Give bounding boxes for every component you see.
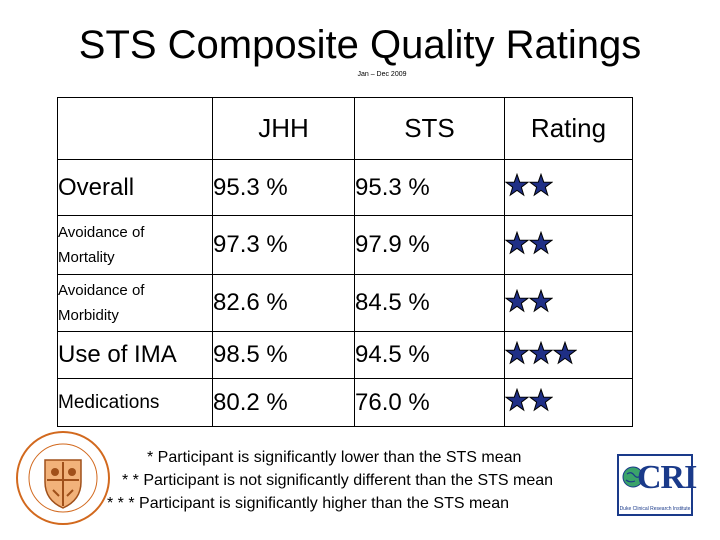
star-icon xyxy=(553,340,577,364)
globe-icon xyxy=(622,466,644,488)
star-rating xyxy=(505,230,553,255)
star-icon xyxy=(529,173,553,197)
jhh-value: 82.6 % xyxy=(212,274,355,332)
table-row: Avoidance of Mortality 97.3 % 97.9 % xyxy=(57,215,633,275)
star-rating xyxy=(505,288,553,313)
row-label: Avoidance of Mortality xyxy=(57,215,213,275)
header-rating: Rating xyxy=(504,97,633,160)
rating-cell xyxy=(504,378,633,427)
legend-three-star: * * * Participant is significantly highe… xyxy=(107,495,509,512)
rating-cell xyxy=(504,159,633,216)
ratings-table: JHH STS Rating Overall 95.3 % 95.3 % Avo… xyxy=(57,97,633,427)
header-sts: STS xyxy=(354,97,505,160)
star-icon xyxy=(505,173,529,197)
legend-one-star: * Participant is significantly lower tha… xyxy=(147,449,522,466)
star-icon xyxy=(529,388,553,412)
header-jhh: JHH xyxy=(212,97,355,160)
row-label: Use of IMA xyxy=(57,331,213,379)
sts-value: 97.9 % xyxy=(354,215,505,275)
row-label: Avoidance of Morbidity xyxy=(57,274,213,332)
legend-two-star: * * Participant is not significantly dif… xyxy=(122,472,554,489)
date-range-subtitle: Jan – Dec 2009 xyxy=(357,71,407,78)
star-icon xyxy=(505,388,529,412)
row-label-line2: Morbidity xyxy=(58,307,119,324)
star-icon xyxy=(505,230,529,254)
society-seal-logo xyxy=(16,431,110,525)
row-label-text: Use of IMA xyxy=(58,341,177,368)
rating-cell xyxy=(504,274,633,332)
row-label-line1: Avoidance of xyxy=(58,282,145,299)
jhh-value: 97.3 % xyxy=(212,215,355,275)
row-label: Overall xyxy=(57,159,213,216)
jhh-value: 98.5 % xyxy=(212,331,355,379)
star-icon xyxy=(529,340,553,364)
row-label-line1: Avoidance of xyxy=(58,224,145,241)
rating-cell xyxy=(504,331,633,379)
page-title: STS Composite Quality Ratings xyxy=(78,23,642,67)
rating-cell xyxy=(504,215,633,275)
row-label-line2: Mortality xyxy=(58,249,115,266)
table-row: Use of IMA 98.5 % 94.5 % xyxy=(57,331,633,379)
sts-value: 84.5 % xyxy=(354,274,505,332)
star-icon xyxy=(505,288,529,312)
row-label: Medications xyxy=(57,378,213,427)
cri-logo: CRI Duke Clinical Research Institute xyxy=(617,454,697,516)
star-rating xyxy=(505,388,553,412)
header-blank xyxy=(57,97,213,160)
star-rating xyxy=(505,173,553,197)
star-icon xyxy=(529,288,553,312)
star-icon xyxy=(505,340,529,364)
table-row: Avoidance of Morbidity 82.6 % 84.5 % xyxy=(57,274,633,332)
cri-logo-subtext: Duke Clinical Research Institute xyxy=(619,506,691,512)
table-row: Overall 95.3 % 95.3 % xyxy=(57,159,633,216)
row-label-text: Medications xyxy=(58,392,160,413)
jhh-value: 80.2 % xyxy=(212,378,355,427)
rating-legend: * Participant is significantly lower tha… xyxy=(105,446,615,515)
row-label-text: Overall xyxy=(58,173,135,201)
sts-value: 76.0 % xyxy=(354,378,505,427)
sts-value: 94.5 % xyxy=(354,331,505,379)
cri-logo-text: CRI xyxy=(637,459,697,496)
star-rating xyxy=(505,340,577,365)
sts-value: 95.3 % xyxy=(354,159,505,216)
header-row: JHH STS Rating xyxy=(57,97,633,160)
star-icon xyxy=(529,230,553,254)
jhh-value: 95.3 % xyxy=(212,159,355,216)
table-row: Medications 80.2 % 76.0 % xyxy=(57,378,633,427)
